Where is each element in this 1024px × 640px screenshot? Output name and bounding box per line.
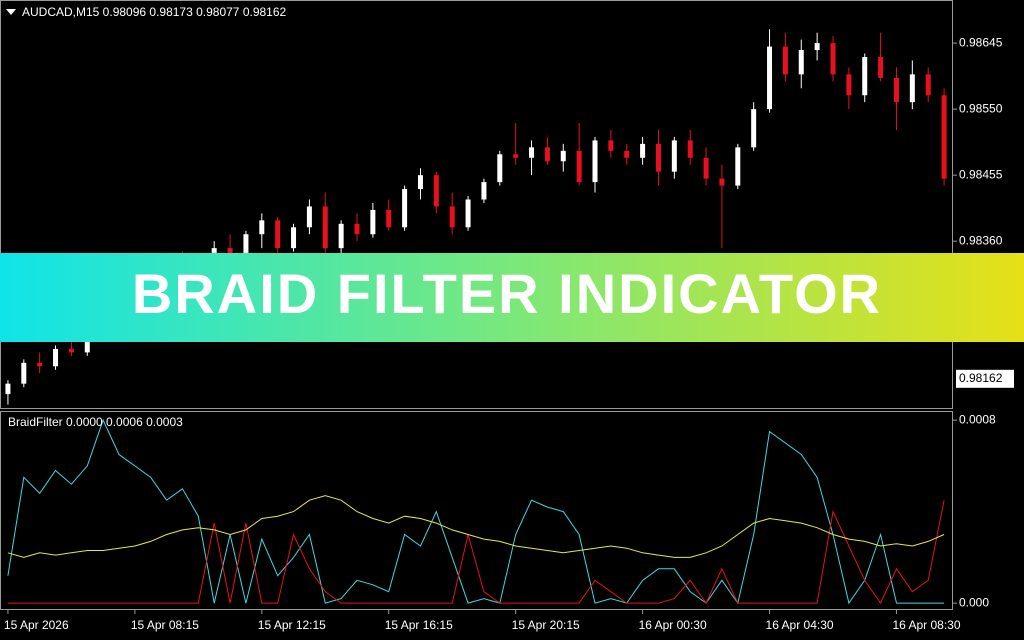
candle-body [655, 143, 661, 172]
x-tick-label: 16 Apr 04:30 [766, 618, 834, 632]
candle-body [560, 150, 566, 162]
x-tick-label: 15 Apr 2026 [4, 618, 69, 632]
last-price-box [956, 369, 1014, 388]
banner-text: BRAID FILTER INDICATOR [132, 262, 882, 325]
x-tick-label: 16 Apr 08:30 [892, 618, 960, 632]
candle-body [5, 383, 11, 395]
candle-body [925, 74, 931, 96]
y-tick-label: 0.98455 [959, 167, 1003, 181]
candle-body [830, 43, 836, 75]
y-tick-label: 0.0008 [959, 412, 996, 426]
candle-body [338, 223, 344, 249]
candle-body [576, 150, 582, 183]
candle-body [751, 109, 757, 148]
candle-body [719, 178, 725, 186]
candle-body [354, 223, 360, 235]
candle-body [513, 154, 519, 158]
candle-body [624, 150, 630, 158]
candle-body [370, 209, 376, 235]
indicator-frame [0, 411, 953, 610]
main-frame [0, 0, 953, 409]
candle-body [671, 140, 677, 172]
y-tick-label: 0.98360 [959, 233, 1003, 247]
candle-body [893, 77, 899, 103]
y-tick-label: 0.000 [959, 595, 989, 609]
candle-body [640, 143, 646, 158]
indicator-line [7, 500, 945, 605]
candle-body [862, 56, 868, 96]
candle-body [497, 154, 503, 183]
candle-body [433, 175, 439, 207]
candle-body [909, 74, 915, 103]
candle-body [782, 46, 788, 75]
candle-body [291, 227, 297, 249]
candle-body [878, 56, 884, 78]
candle-body [227, 248, 233, 256]
candle-body [481, 182, 487, 200]
x-tick-label: 15 Apr 16:15 [385, 618, 453, 632]
candle-body [846, 74, 852, 96]
candle-body [814, 43, 820, 51]
candle-body [465, 199, 471, 228]
last-price-label: 0.98162 [959, 371, 1003, 385]
candle-body [322, 206, 328, 249]
indicator-title: BraidFilter 0.0000 0.0006 0.0003 [8, 415, 183, 429]
menu-arrow[interactable] [6, 9, 16, 15]
indicator-line [7, 495, 945, 558]
indicator-chart: 0.0008 0.000 15 Apr 2026 15 Apr 08:15 15 Apr… [4, 412, 996, 632]
candle-body [306, 206, 312, 228]
candle-body [767, 46, 773, 110]
candle-body [608, 140, 614, 151]
indicator-line [7, 418, 945, 605]
x-tick-label: 15 Apr 08:15 [131, 618, 199, 632]
candle-body [449, 206, 455, 228]
candle-body [687, 140, 693, 158]
main-chart: 0.98645 0.98550 0.98455 0.98360 0.98162 [5, 29, 1014, 405]
candle-body [703, 157, 709, 179]
x-tick-label: 15 Apr 12:15 [258, 618, 326, 632]
candle-body [243, 234, 249, 256]
candle-body [275, 220, 281, 249]
chart-title: AUDCAD,M15 0.98096 0.98173 0.98077 0.981… [22, 5, 287, 19]
candle-body [21, 362, 27, 384]
candle-body [259, 220, 265, 235]
candle-body [592, 140, 598, 183]
y-tick-label: 0.98645 [959, 35, 1003, 49]
candle-body [53, 348, 59, 367]
candle-body [544, 147, 550, 162]
candle-body [386, 209, 392, 228]
candle-body [941, 95, 947, 179]
candle-body [37, 362, 43, 367]
banner [0, 253, 1024, 342]
candle-body [402, 189, 408, 228]
x-tick-label: 16 Apr 00:30 [639, 618, 707, 632]
candle-body [529, 147, 535, 158]
candle-body [417, 175, 423, 190]
x-tick-label: 15 Apr 20:15 [512, 618, 580, 632]
candle-body [735, 147, 741, 186]
candle-body [798, 50, 804, 75]
candle-body [68, 348, 74, 353]
y-tick-label: 0.98550 [959, 101, 1003, 115]
